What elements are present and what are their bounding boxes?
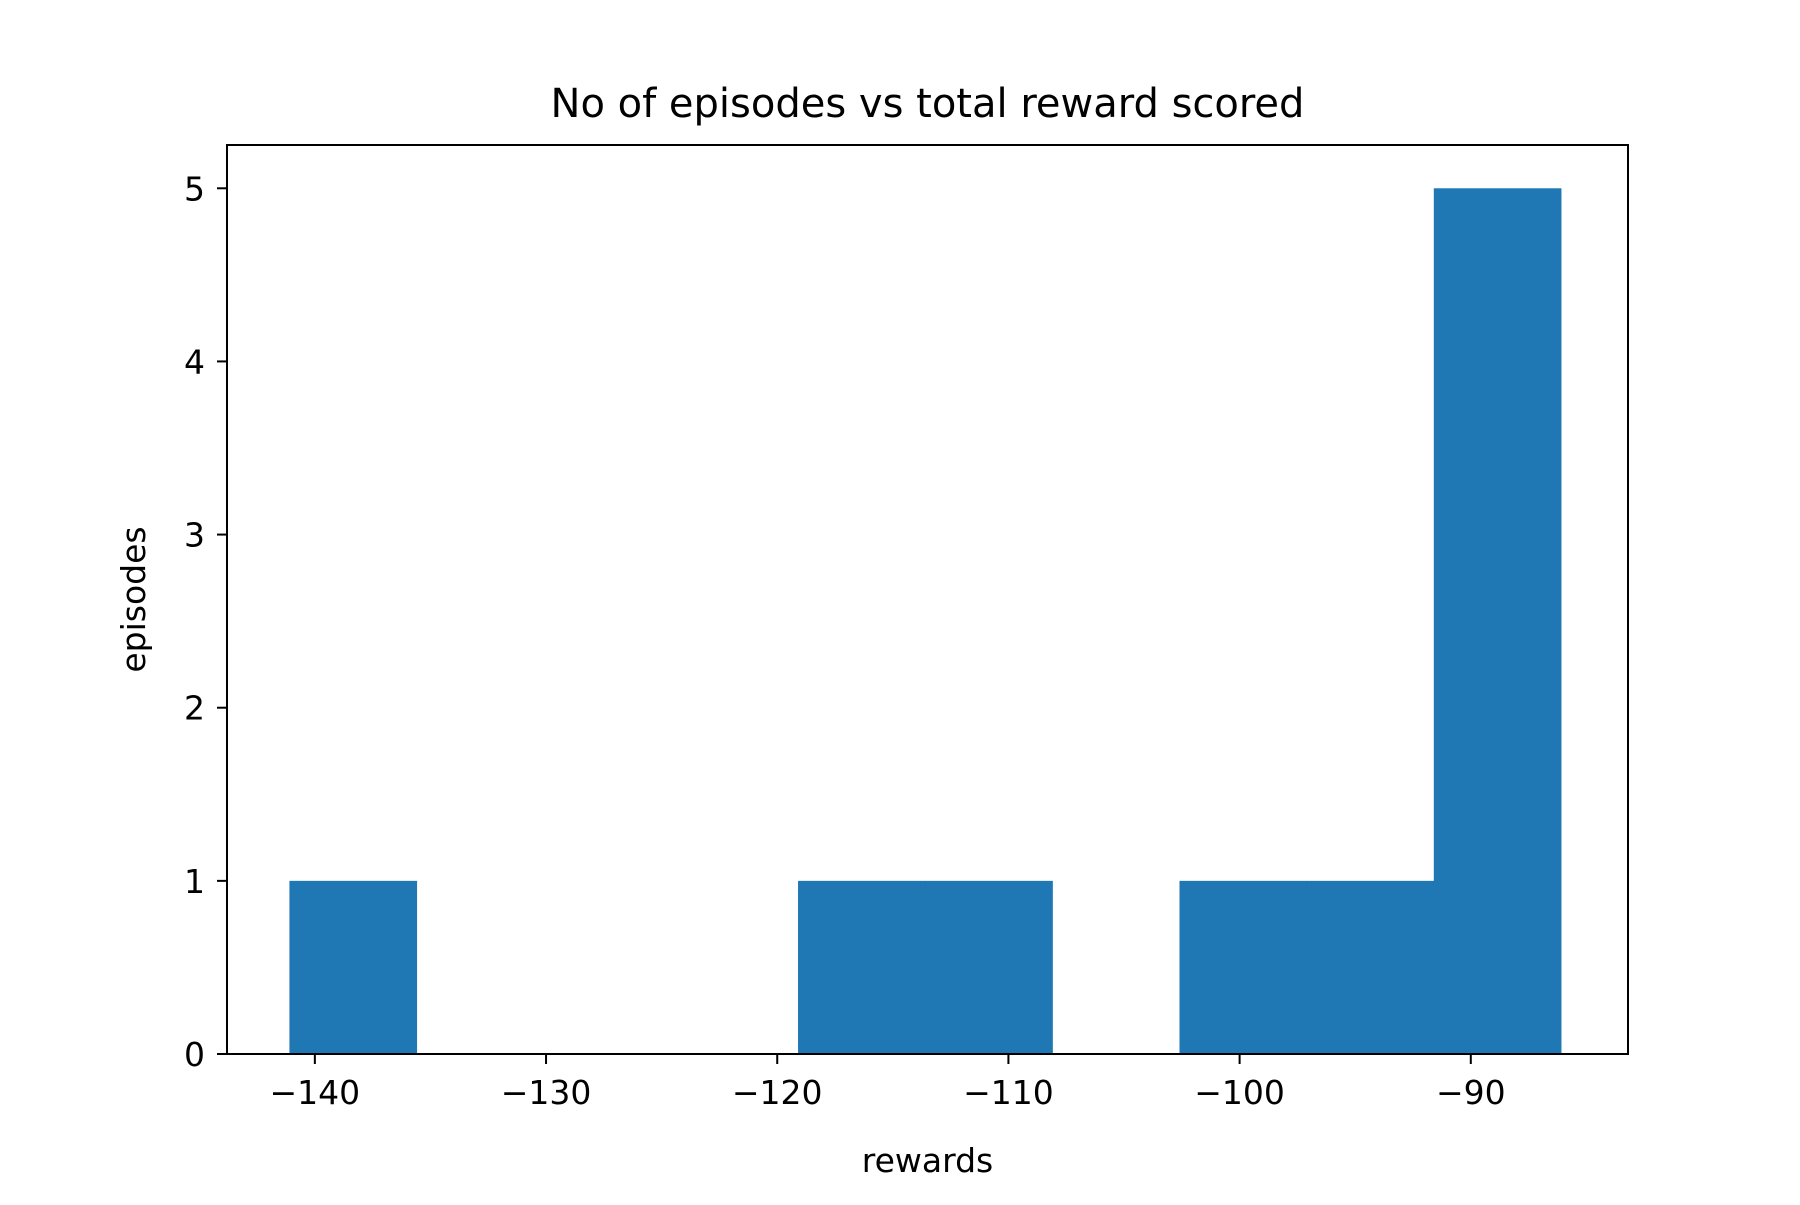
y-tick-label: 3 xyxy=(184,516,205,555)
x-tick-label: −100 xyxy=(1194,1073,1285,1112)
histogram-bar-8 xyxy=(1306,880,1435,1054)
bars-layer xyxy=(289,188,1562,1055)
histogram-bar-4 xyxy=(798,880,926,1054)
x-axis-label: rewards xyxy=(862,1141,993,1180)
y-axis-label: episodes xyxy=(114,526,153,672)
histogram-bar-0 xyxy=(289,880,418,1054)
histogram-bar-7 xyxy=(1179,880,1308,1054)
y-tick-label: 4 xyxy=(184,342,205,381)
x-tick-label: −90 xyxy=(1436,1073,1506,1112)
y-tick-label: 0 xyxy=(184,1035,205,1074)
x-tick-label: −130 xyxy=(501,1073,592,1112)
chart-title: No of episodes vs total reward scored xyxy=(551,81,1305,127)
y-tick-label: 5 xyxy=(184,169,205,208)
y-tick-label: 1 xyxy=(184,862,205,901)
histogram-bar-5 xyxy=(925,880,1053,1054)
x-tick-label: −120 xyxy=(732,1073,823,1112)
histogram-bar-9 xyxy=(1433,188,1562,1055)
y-tick-label: 2 xyxy=(184,689,205,728)
y-ticks: 0 1 2 3 4 5 xyxy=(184,169,227,1074)
x-tick-label: −110 xyxy=(963,1073,1054,1112)
x-tick-label: −140 xyxy=(270,1073,361,1112)
plot-frame xyxy=(226,144,1629,1055)
x-ticks: −140 −130 −120 −110 −100 −90 xyxy=(270,1054,1506,1112)
